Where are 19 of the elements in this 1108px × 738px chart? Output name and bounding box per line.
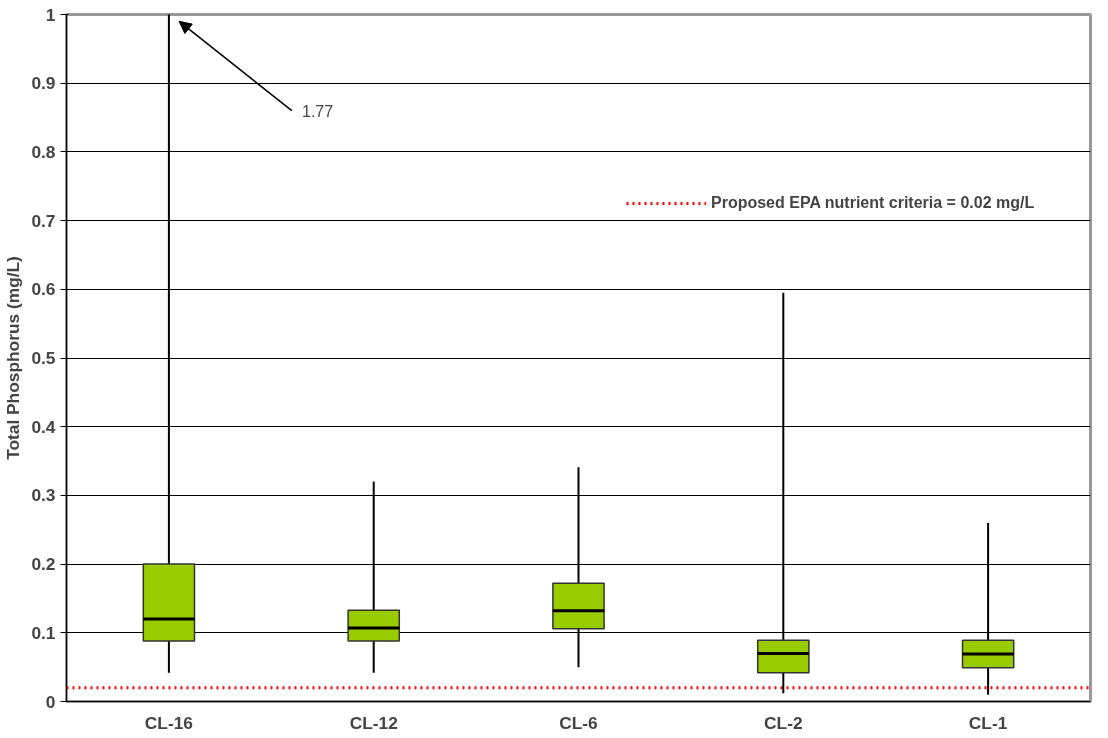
y-tick-label: 0.6 [31, 279, 56, 300]
legend-label: Proposed EPA nutrient criteria = 0.02 mg/L [711, 194, 1035, 212]
x-tick-label: CL-12 [349, 712, 398, 733]
y-tick-label: 0.2 [31, 554, 56, 575]
y-tick-label: 0.8 [31, 141, 56, 162]
x-tick-label: CL-1 [968, 712, 1008, 733]
y-tick-label: 0.1 [31, 622, 56, 643]
y-tick-label: 0 [45, 691, 56, 712]
y-tick-label: 0.9 [31, 73, 56, 94]
y-tick-label: 0.5 [31, 348, 56, 368]
y-tick-label: 0.7 [31, 210, 56, 231]
x-tick-label: CL-6 [559, 712, 599, 733]
annotation: 1.77 [302, 102, 334, 120]
y-tick-label: 0.4 [31, 416, 56, 437]
x-tick-label: CL-2 [764, 712, 803, 733]
x-tick-label: CL-16 [144, 712, 194, 733]
y-tick-label: 1 [45, 4, 56, 25]
y-tick-label: 0.3 [31, 485, 56, 506]
y-axis-title: Total Phosphorus (mg/L) [3, 256, 24, 460]
